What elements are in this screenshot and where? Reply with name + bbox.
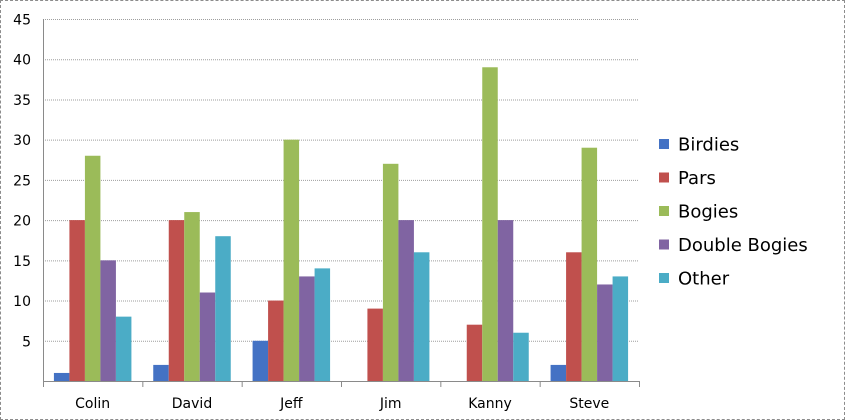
- y-tick-label: 40: [13, 53, 31, 69]
- bar-pars: [69, 220, 85, 381]
- x-tick-label: Jeff: [279, 396, 303, 412]
- y-tick-label: 15: [13, 254, 31, 270]
- y-tick-label: 20: [13, 214, 31, 230]
- y-tick-label: 5: [22, 334, 31, 350]
- bar-pars: [566, 252, 582, 381]
- legend-label: Double Bogies: [678, 235, 808, 256]
- bar-bogies: [482, 67, 498, 382]
- bar-double-bogies: [100, 260, 116, 381]
- bar-other: [115, 316, 132, 381]
- bar-birdies: [252, 340, 269, 381]
- bar-pars: [367, 308, 383, 381]
- legend-swatch: [659, 139, 669, 149]
- bar-double-bogies: [398, 220, 414, 381]
- axes: 5 10 15 20 25 30 35 40 45 Colin David Jeff Jim Kanny S…: [13, 13, 640, 412]
- bar-pars: [168, 220, 185, 381]
- bar-double-bogies: [597, 284, 613, 381]
- bar-other: [215, 236, 231, 381]
- y-tick-label: 10: [13, 294, 31, 310]
- bar-birdies: [550, 364, 567, 381]
- gridlines: [43, 19, 639, 342]
- legend-label: Other: [678, 269, 730, 290]
- x-tick-label: Kanny: [468, 396, 512, 412]
- bar-double-bogies: [199, 292, 216, 381]
- y-tick-label: 45: [13, 13, 31, 29]
- bar-other: [513, 332, 529, 381]
- bar-double-bogies: [299, 276, 315, 381]
- legend-label: Pars: [678, 168, 716, 189]
- x-tick-label: Jim: [379, 396, 402, 412]
- bar-bogies: [581, 147, 598, 381]
- bar-birdies: [53, 372, 70, 381]
- legend-swatch: [659, 172, 669, 183]
- y-tick-label: 25: [13, 173, 31, 189]
- y-tick-label: 30: [13, 133, 31, 149]
- legend-label: Birdies: [678, 135, 739, 156]
- bar-bogies: [84, 155, 101, 381]
- bar-bogies: [184, 212, 200, 381]
- bar-pars: [268, 300, 284, 381]
- legend-swatch: [659, 206, 669, 216]
- bar-pars: [466, 324, 483, 381]
- bar-other: [612, 276, 629, 381]
- bar-bogies: [382, 163, 399, 381]
- bar-other: [413, 252, 430, 381]
- x-tick-label: David: [172, 396, 212, 412]
- bar-double-bogies: [497, 220, 514, 381]
- bar-other: [314, 268, 331, 381]
- bars: [53, 67, 629, 382]
- x-tick-label: Steve: [569, 396, 609, 412]
- bar-bogies: [283, 139, 300, 381]
- bar-birdies: [153, 364, 169, 381]
- legend: Birdies Pars Bogies Double Bogies Other: [659, 135, 808, 290]
- legend-swatch: [659, 239, 669, 250]
- y-tick-label: 35: [13, 93, 31, 109]
- legend-label: Bogies: [678, 202, 738, 223]
- legend-swatch: [659, 273, 669, 283]
- x-tick-label: Colin: [75, 396, 110, 412]
